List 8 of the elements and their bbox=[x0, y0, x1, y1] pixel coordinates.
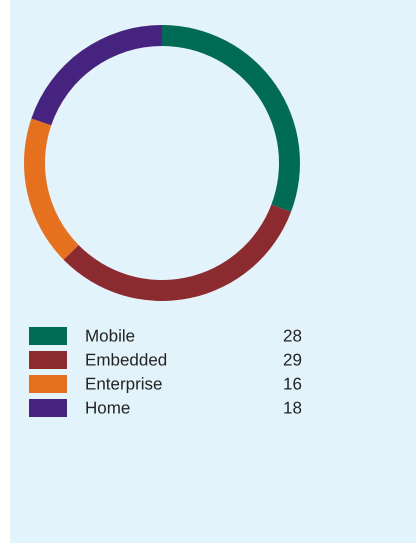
legend-label: Embedded bbox=[85, 350, 168, 370]
data-label: 28 bbox=[283, 326, 302, 346]
data-label: 18 bbox=[283, 398, 302, 418]
legend-label: Mobile bbox=[85, 326, 136, 346]
data-label: 29 bbox=[283, 350, 302, 370]
legend-label: Home bbox=[85, 398, 130, 418]
data-label: 16 bbox=[283, 374, 302, 394]
legend-label: Enterprise bbox=[85, 374, 162, 394]
